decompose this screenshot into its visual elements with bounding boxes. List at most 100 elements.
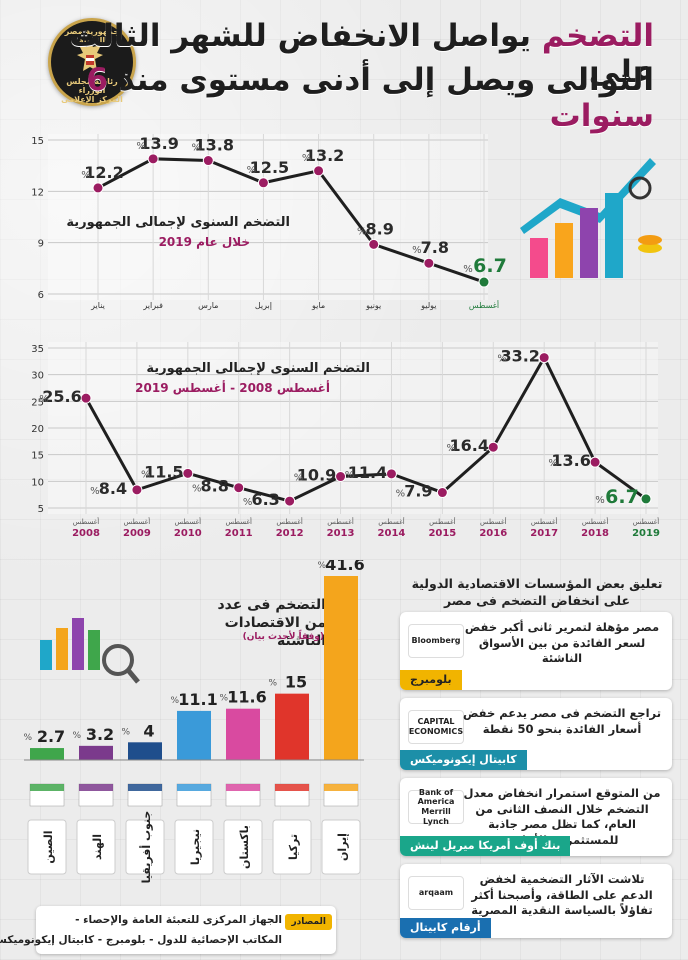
coin-icon [638,243,662,253]
category-box [27,819,67,875]
institution-card-bloomberg: Bloomberg مصر مؤهلة لتمرير ثانى أكبر خفض… [400,612,672,690]
institution-tag: بلومبرج [400,670,462,690]
x-tick-month: أغسطس [429,517,456,526]
x-tick-month: أغسطس [124,517,151,526]
x-tick-label: 2019 [632,528,660,539]
institution-card-arqaam: arqaam تلاشت الآثار التضخمية لخفض الدعم … [400,864,672,938]
chart-2019: 6 9 12 15 12.2% يناير 13.9% فبراير 13.8% مارس 12.5… [31,134,507,311]
bar-value-label: 3.2 [86,725,114,744]
data-label: 11.4 [348,463,387,482]
chart-2008-2019-panel: 5 10 15 20 25 30 35 25.6% 2008 أغسطس 8.4% 2009 أغسطس… [0,336,688,546]
x-tick-label: 2010 [174,528,202,539]
data-point [368,238,380,250]
x-tick-label: 2017 [530,528,558,539]
x-tick-month: أغسطس [175,517,202,526]
data-point [284,495,296,507]
pct-sign: % [39,394,49,405]
x-tick-label: 2013 [327,528,355,539]
title-highlight-1: التضخم [541,18,654,54]
coin-icon-2 [638,235,662,245]
data-label: 8.4 [99,479,127,498]
institution-tag: كابيتال إيكونوميكس [400,750,527,770]
flag-stripe [275,784,309,791]
y-tick-label: 9 [38,239,44,250]
category-label: باكستان [238,825,251,869]
x-tick-label: 2016 [479,528,507,539]
logo-text-top: جمهورية مصر العربية [64,27,120,45]
institution-card-bofa: Bank of America Merrill Lynch من المتوقع… [400,778,672,856]
data-label: 8.8 [201,477,229,496]
emerging-bar-chart: 2.7% الصين 3.2% الهند 4% جنوب أفريقيا 11.1% نيج… [23,560,364,884]
data-label: 11.5 [144,462,183,481]
sources-line-1: الجهاز المركزى للتعبئة العامة والإحصاء - [75,914,282,926]
sources-tag: المصادر [285,914,332,930]
pct-sign: % [72,731,81,741]
title-main-2: التوالى ويصل إلى أدنى مستوى منذ [118,62,654,98]
pct-sign: % [396,489,406,500]
institution-text: تراجع التضخم فى مصر يدعم خفض أسعار الفائ… [462,706,662,736]
flag-stripe [128,784,162,791]
bar-value-label: 4 [143,721,154,740]
bar [226,708,260,760]
x-tick-month: أغسطس [633,517,660,526]
pct-sign: % [90,486,100,497]
plot-area [48,134,488,300]
institution-text: مصر مؤهلة لتمرير ثانى أكبر خفض لسعر الفا… [464,620,660,666]
bar [275,693,309,760]
category-label: تركيا [287,834,300,860]
bar-value-label: 11.1 [178,690,217,709]
x-tick-label: أغسطس [469,300,499,310]
y-tick-label: 15 [31,451,44,462]
pct-sign: % [463,264,473,275]
data-label: 6.3 [251,490,279,509]
x-tick-label: يوليو [420,301,436,310]
x-tick-label: فبراير [142,301,163,310]
cabinet-logo: جمهورية مصر العربية رئاسة مجلس الوزراء ا… [48,18,136,106]
bar [128,742,162,760]
data-label: 12.5 [250,158,289,177]
capital-economics-logo: CAPITAL ECONOMICS [408,710,464,744]
data-label: 25.6 [42,387,81,406]
illus-bar-4 [605,193,623,278]
y-tick-label: 25 [31,397,44,408]
sources-line-2: المكاتب الإحصائية للدول - بلومبرج - كابي… [0,934,282,946]
chart-title: التضخم السنوى لإجمالى الجمهورية [146,361,370,376]
x-tick-label: 2015 [428,528,456,539]
data-point [478,276,490,288]
chart-2008-2019: 5 10 15 20 25 30 35 25.6% 2008 أغسطس 8.4% 2009 أغسطس… [31,342,660,539]
x-tick-label: مارس [198,301,218,310]
category-label: الصين [42,830,55,863]
sources-footer: المصادر الجهاز المركزى للتعبئة العامة وا… [0,906,336,954]
pct-sign: % [497,354,507,365]
category-box [125,819,165,875]
category-label: نيجيريا [189,829,202,865]
bar-value-label: 2.7 [37,727,65,746]
x-tick-label: 2012 [276,528,304,539]
data-point [423,257,435,269]
x-tick-label: 2009 [123,528,151,539]
title-line-2: التوالى ويصل إلى أدنى مستوى منذ 6 سنوات [0,62,654,134]
title-rest-1: يواصل الانخفاض للشهر الثالث على [69,18,654,90]
series-line [84,354,647,503]
header: جمهورية مصر العربية رئاسة مجلس الوزراء ا… [0,0,688,134]
category-box [321,819,361,875]
data-point [487,441,499,453]
pct-sign: % [121,727,130,737]
emerging-title: التضخم فى عدد من الاقتصادات الناشئة [217,597,326,650]
pct-sign: % [81,170,91,181]
x-tick-label: إبريل [255,301,272,311]
data-point [313,165,325,177]
data-label: 7.9 [404,482,432,501]
category-box [76,819,116,875]
category-label: جنوب أفريقيا [139,811,153,884]
data-point [257,177,269,189]
data-point [147,153,159,165]
pct-sign: % [294,473,304,484]
flag-stripe [30,784,64,791]
y-tick-label: 10 [31,477,44,488]
magnifier-icon-2 [102,644,134,676]
data-label: 13.2 [305,146,344,165]
data-point [589,456,601,468]
x-tick-month: أغسطس [582,517,609,526]
category-box [223,819,263,875]
